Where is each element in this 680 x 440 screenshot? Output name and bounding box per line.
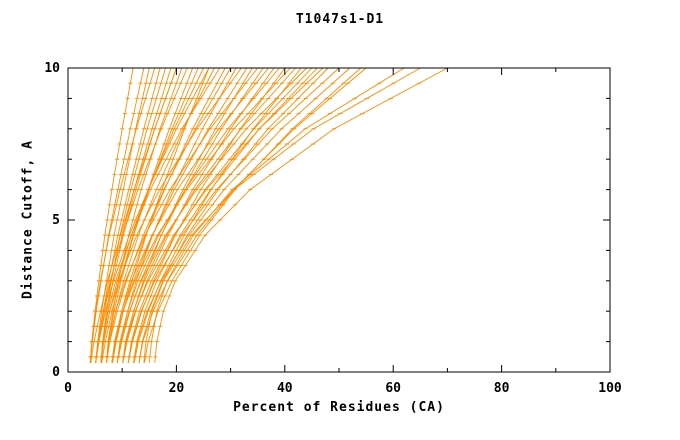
curve: [138, 67, 367, 363]
curve: [116, 67, 264, 363]
curve: [148, 67, 405, 363]
curve: [89, 67, 156, 363]
curve: [90, 67, 177, 363]
y-tick-label: 0: [52, 365, 60, 380]
curve: [154, 67, 448, 363]
curve: [143, 67, 421, 363]
curve: [122, 67, 275, 363]
curve: [127, 67, 286, 363]
axes-group: [67, 67, 611, 373]
y-tick-label: 10: [44, 61, 60, 76]
curve: [111, 67, 269, 363]
curve: [133, 67, 351, 363]
curve: [127, 67, 313, 363]
curve: [89, 67, 145, 363]
curve: [100, 67, 242, 363]
y-tick-label: 5: [52, 213, 60, 228]
curve: [116, 67, 237, 363]
x-tick-label: 0: [64, 381, 72, 396]
x-tick-label: 60: [385, 381, 401, 396]
curve: [122, 67, 296, 363]
curve: [116, 67, 307, 363]
x-axis-label: Percent of Residues (CA): [233, 400, 445, 415]
curve: [106, 67, 259, 363]
curve: [101, 67, 194, 363]
curve: [106, 67, 199, 363]
curve: [143, 67, 361, 363]
x-tick-label: 40: [277, 381, 293, 396]
curve: [111, 67, 248, 363]
curve: [95, 67, 210, 363]
chart-title: T1047s1-D1: [295, 12, 385, 27]
x-tick-label: 20: [169, 381, 185, 396]
curve: [100, 67, 221, 363]
x-tick-label: 100: [598, 381, 622, 396]
x-tick-label: 80: [494, 381, 510, 396]
curve: [116, 67, 280, 363]
curve: [122, 67, 324, 363]
curves-group: [88, 67, 448, 363]
curve: [95, 67, 188, 363]
curve: [111, 67, 291, 363]
curve: [127, 67, 340, 363]
